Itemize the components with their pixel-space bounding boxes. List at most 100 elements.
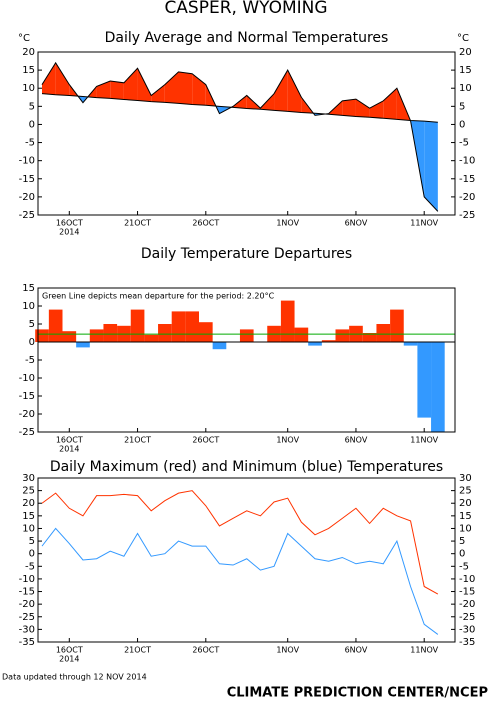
area-segment bbox=[178, 71, 193, 105]
area-segment bbox=[424, 121, 438, 212]
x-tick-label: 16OCT bbox=[56, 436, 83, 445]
y-axis-label: °C bbox=[18, 33, 30, 44]
x-tick-label: 6NOV bbox=[345, 646, 368, 655]
y-tick-label: 25 bbox=[22, 486, 35, 497]
bar bbox=[185, 311, 199, 342]
y-tick-label: -20 bbox=[19, 409, 35, 420]
panel-title: Daily Maximum (red) and Minimum (blue) T… bbox=[50, 459, 443, 475]
y-tick-label: -35 bbox=[19, 637, 35, 648]
bar bbox=[431, 342, 445, 432]
y2-tick-label: 5 bbox=[459, 536, 465, 547]
y2-tick-label: -25 bbox=[459, 210, 475, 221]
y2-tick-label: -5 bbox=[459, 138, 469, 149]
area-segment bbox=[137, 68, 152, 102]
y2-tick-label: 20 bbox=[459, 47, 472, 58]
area-segment bbox=[355, 99, 370, 118]
y2-tick-label: -35 bbox=[459, 637, 475, 648]
area-segment bbox=[274, 70, 288, 112]
x-tick-label: 1NOV bbox=[276, 436, 299, 445]
y2-tick-label: -10 bbox=[459, 156, 475, 167]
y-tick-label: -5 bbox=[25, 561, 35, 572]
y2-tick-label: 30 bbox=[459, 473, 472, 484]
x-tick-label: 21OCT bbox=[124, 646, 151, 655]
area-segment bbox=[110, 80, 124, 100]
area-segment bbox=[287, 70, 302, 113]
y-tick-label: -15 bbox=[19, 587, 35, 598]
x-year-label: 2014 bbox=[59, 445, 79, 454]
y-tick-label: 0 bbox=[29, 337, 35, 348]
x-tick-label: 11NOV bbox=[410, 436, 438, 445]
bar bbox=[199, 322, 213, 342]
y-tick-label: -10 bbox=[19, 373, 35, 384]
bar bbox=[212, 342, 227, 350]
x-tick-label: 21OCT bbox=[124, 219, 151, 228]
x-tick-label: 11NOV bbox=[410, 219, 438, 228]
bar bbox=[76, 342, 90, 348]
x-year-label: 2014 bbox=[59, 655, 79, 664]
y-tick-label: 10 bbox=[22, 83, 35, 94]
bar bbox=[294, 327, 309, 342]
y2-tick-label: -5 bbox=[459, 561, 469, 572]
x-tick-label: 1NOV bbox=[276, 219, 299, 228]
y2-tick-label: 25 bbox=[459, 486, 472, 497]
bar bbox=[280, 300, 295, 342]
bar bbox=[362, 333, 377, 342]
y-tick-label: 30 bbox=[22, 473, 35, 484]
plot-frame bbox=[37, 287, 456, 433]
area-segment bbox=[342, 99, 356, 117]
x-year-label: 2014 bbox=[59, 228, 79, 237]
y2-tick-label: -15 bbox=[459, 587, 475, 598]
y2-tick-label: -25 bbox=[459, 612, 475, 623]
bar bbox=[308, 342, 322, 346]
bar bbox=[144, 334, 159, 342]
area-segment bbox=[192, 73, 206, 106]
bar bbox=[335, 329, 350, 342]
bar bbox=[403, 342, 418, 346]
y2-tick-label: -30 bbox=[459, 624, 475, 635]
y2-tick-label: -20 bbox=[459, 192, 475, 203]
y2-tick-label: 10 bbox=[459, 83, 472, 94]
x-tick-label: 6NOV bbox=[345, 436, 368, 445]
y-tick-label: 0 bbox=[29, 119, 35, 130]
y-tick-label: 15 bbox=[22, 65, 35, 76]
bar bbox=[35, 329, 49, 342]
footer-right: CLIMATE PREDICTION CENTER/NCEP bbox=[227, 686, 488, 701]
x-tick-label: 21OCT bbox=[124, 436, 151, 445]
x-tick-label: 6NOV bbox=[345, 219, 368, 228]
bar bbox=[130, 309, 145, 342]
bar bbox=[390, 309, 404, 342]
y-tick-label: -30 bbox=[19, 624, 35, 635]
series-line bbox=[41, 527, 439, 635]
y-tick-label: 20 bbox=[22, 47, 35, 58]
y2-tick-label: -15 bbox=[459, 174, 475, 185]
annotation: Green Line depicts mean departure for th… bbox=[42, 292, 275, 301]
plot-frame bbox=[37, 477, 456, 643]
x-tick-label: 16OCT bbox=[56, 219, 83, 228]
bar bbox=[376, 324, 391, 342]
bar bbox=[158, 324, 172, 342]
y-tick-label: -10 bbox=[19, 574, 35, 585]
area-segment bbox=[123, 68, 138, 101]
series-line bbox=[41, 490, 439, 595]
y-tick-label: -15 bbox=[19, 174, 35, 185]
x-tick-label: 1NOV bbox=[276, 646, 299, 655]
y-tick-label: 5 bbox=[29, 319, 35, 330]
y-tick-label: -25 bbox=[19, 612, 35, 623]
area-segment bbox=[164, 71, 179, 104]
y2-tick-label: 0 bbox=[459, 119, 465, 130]
y-tick-label: 10 bbox=[22, 301, 35, 312]
y2-tick-label: 15 bbox=[459, 511, 472, 522]
y2-tick-label: -10 bbox=[459, 574, 475, 585]
bar bbox=[417, 342, 432, 418]
bar bbox=[62, 331, 77, 342]
bar bbox=[239, 329, 254, 342]
y2-axis-label: °C bbox=[457, 33, 469, 44]
x-tick-label: 26OCT bbox=[192, 219, 219, 228]
area-segment bbox=[369, 100, 384, 119]
bar bbox=[89, 329, 104, 342]
x-tick-label: 11NOV bbox=[410, 646, 438, 655]
x-tick-label: 26OCT bbox=[192, 646, 219, 655]
y-tick-label: -20 bbox=[19, 599, 35, 610]
